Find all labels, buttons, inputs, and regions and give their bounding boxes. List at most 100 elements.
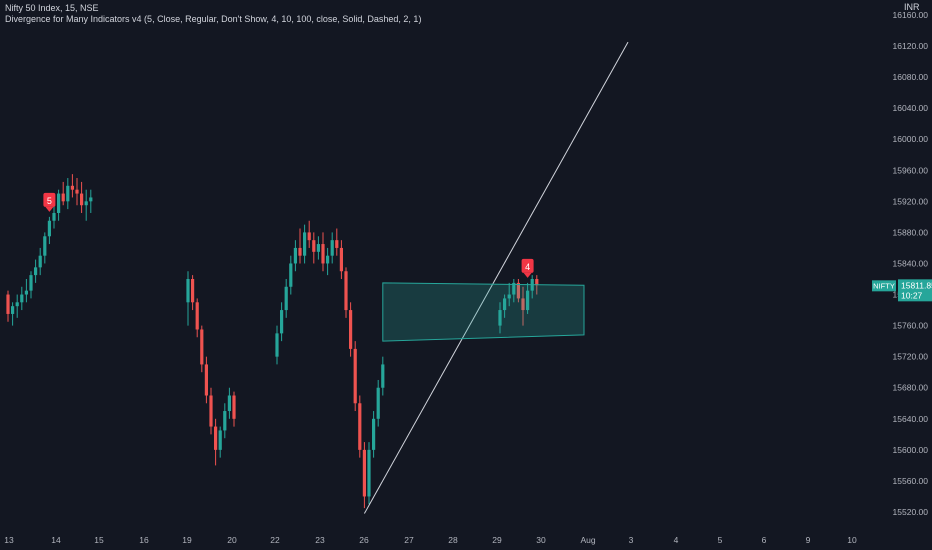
candle-body xyxy=(498,310,502,326)
candle-body xyxy=(209,395,213,427)
time-tick-label: 28 xyxy=(448,535,458,545)
candle-body xyxy=(84,201,88,206)
price-tick-label: 15920.00 xyxy=(893,196,929,206)
time-tick-label: 3 xyxy=(629,535,634,545)
candle-body xyxy=(280,310,284,334)
time-tick-label: 23 xyxy=(315,535,325,545)
candle-body xyxy=(535,279,539,286)
time-tick-label: 13 xyxy=(4,535,14,545)
candle-body xyxy=(275,333,279,357)
time-tick-label: 20 xyxy=(227,535,237,545)
time-tick-label: 4 xyxy=(674,535,679,545)
last-price-badge: NIFTY 15811.8510:27 xyxy=(872,279,932,302)
candle-body xyxy=(335,240,339,248)
candle-body xyxy=(232,395,236,419)
price-tick-label: 15560.00 xyxy=(893,476,929,486)
candle-body xyxy=(218,430,222,450)
candle-body xyxy=(20,294,24,303)
candle-body xyxy=(24,290,28,295)
candle-body xyxy=(204,364,208,396)
indicator-title[interactable]: Divergence for Many Indicators v4 (5, Cl… xyxy=(5,14,422,24)
time-tick-label: 27 xyxy=(404,535,414,545)
candle-body xyxy=(70,185,74,190)
candle-body xyxy=(293,247,297,264)
candle-body xyxy=(362,449,366,497)
time-tick-label: 19 xyxy=(182,535,192,545)
time-tick-label: 9 xyxy=(806,535,811,545)
time-tick-label: 30 xyxy=(536,535,546,545)
time-tick-label: 16 xyxy=(139,535,149,545)
time-tick-label: 15 xyxy=(94,535,104,545)
candle-body xyxy=(80,193,84,206)
candle-body xyxy=(349,310,353,349)
candle-body xyxy=(344,271,348,311)
candle-body xyxy=(15,302,19,307)
divergence-label-text: 5 xyxy=(47,196,52,206)
candle-body xyxy=(223,411,227,431)
candle-body xyxy=(289,263,293,287)
price-badge xyxy=(898,279,932,302)
price-tick-label: 16160.00 xyxy=(893,10,929,20)
candle-body xyxy=(326,255,330,264)
price-tick-label: 16080.00 xyxy=(893,72,929,82)
candle-body xyxy=(200,329,204,365)
price-tick-label: 15760.00 xyxy=(893,321,929,331)
candle-body xyxy=(195,302,199,330)
candle-body xyxy=(516,282,520,299)
price-tick-label: 15680.00 xyxy=(893,383,929,393)
candle-body xyxy=(376,387,380,419)
divergence-label-box xyxy=(521,258,534,273)
trend-line xyxy=(363,41,629,514)
price-tick-label: 15600.00 xyxy=(893,445,929,455)
candle-body xyxy=(57,193,61,213)
price-tick-label: 15880.00 xyxy=(893,227,929,237)
symbol-title[interactable]: Nifty 50 Index, 15, NSE xyxy=(5,3,99,13)
candle-body xyxy=(61,193,65,202)
time-tick-label: Aug xyxy=(580,535,595,545)
candle-body xyxy=(75,189,79,194)
price-tick-label: 16120.00 xyxy=(893,41,929,51)
candle-body xyxy=(367,449,371,497)
candle-body xyxy=(521,298,525,311)
candle-body xyxy=(214,426,218,450)
candle-body xyxy=(307,232,311,241)
candle-body xyxy=(11,306,15,314)
divergence-label-box xyxy=(43,192,56,207)
candle-body xyxy=(298,247,302,256)
currency-label[interactable]: INR xyxy=(904,2,920,12)
candle-body xyxy=(43,236,47,256)
candle-body xyxy=(358,403,362,450)
price-axis[interactable]: 16160.00 16120.00 16080.00 16040.00 16000.00… xyxy=(893,10,929,517)
candle-body xyxy=(6,294,10,314)
parallel-channel xyxy=(382,282,585,342)
candle-body xyxy=(353,348,357,404)
candle-body xyxy=(47,220,51,237)
price-tick-label: 15520.00 xyxy=(893,507,929,517)
candle-body xyxy=(66,185,70,202)
candle-body xyxy=(38,255,42,268)
symbol-badge-text: NIFTY xyxy=(873,281,895,290)
price-tick-label: 15720.00 xyxy=(893,352,929,362)
price-badge-value: 15811.85 xyxy=(901,280,932,290)
candle-body xyxy=(526,290,530,311)
candle-body xyxy=(330,240,334,256)
candle-body xyxy=(381,364,385,388)
candle-body xyxy=(89,197,93,202)
price-badge-countdown: 10:27 xyxy=(901,290,923,300)
legend: Nifty 50 Index, 15, NSE Divergence for M… xyxy=(5,3,421,25)
candles-layer xyxy=(6,174,539,509)
candle-body xyxy=(227,395,231,412)
candle-body xyxy=(339,247,343,272)
divergence-label-text: 4 xyxy=(525,262,530,272)
candle-body xyxy=(186,279,190,303)
candle-body xyxy=(52,212,56,221)
time-axis[interactable]: 13 14 15 16 19 20 22 23 26 27 28 29 30 Aug 3 4 5 6 9 10 xyxy=(4,535,857,545)
candle-body xyxy=(372,418,376,450)
divergence-label-pointer xyxy=(45,206,54,212)
candle-body xyxy=(29,275,33,291)
time-tick-label: 29 xyxy=(492,535,502,545)
overlay-layer: 54 xyxy=(43,41,629,514)
price-tick-label: 15840.00 xyxy=(893,258,929,268)
candle-body xyxy=(503,298,507,311)
